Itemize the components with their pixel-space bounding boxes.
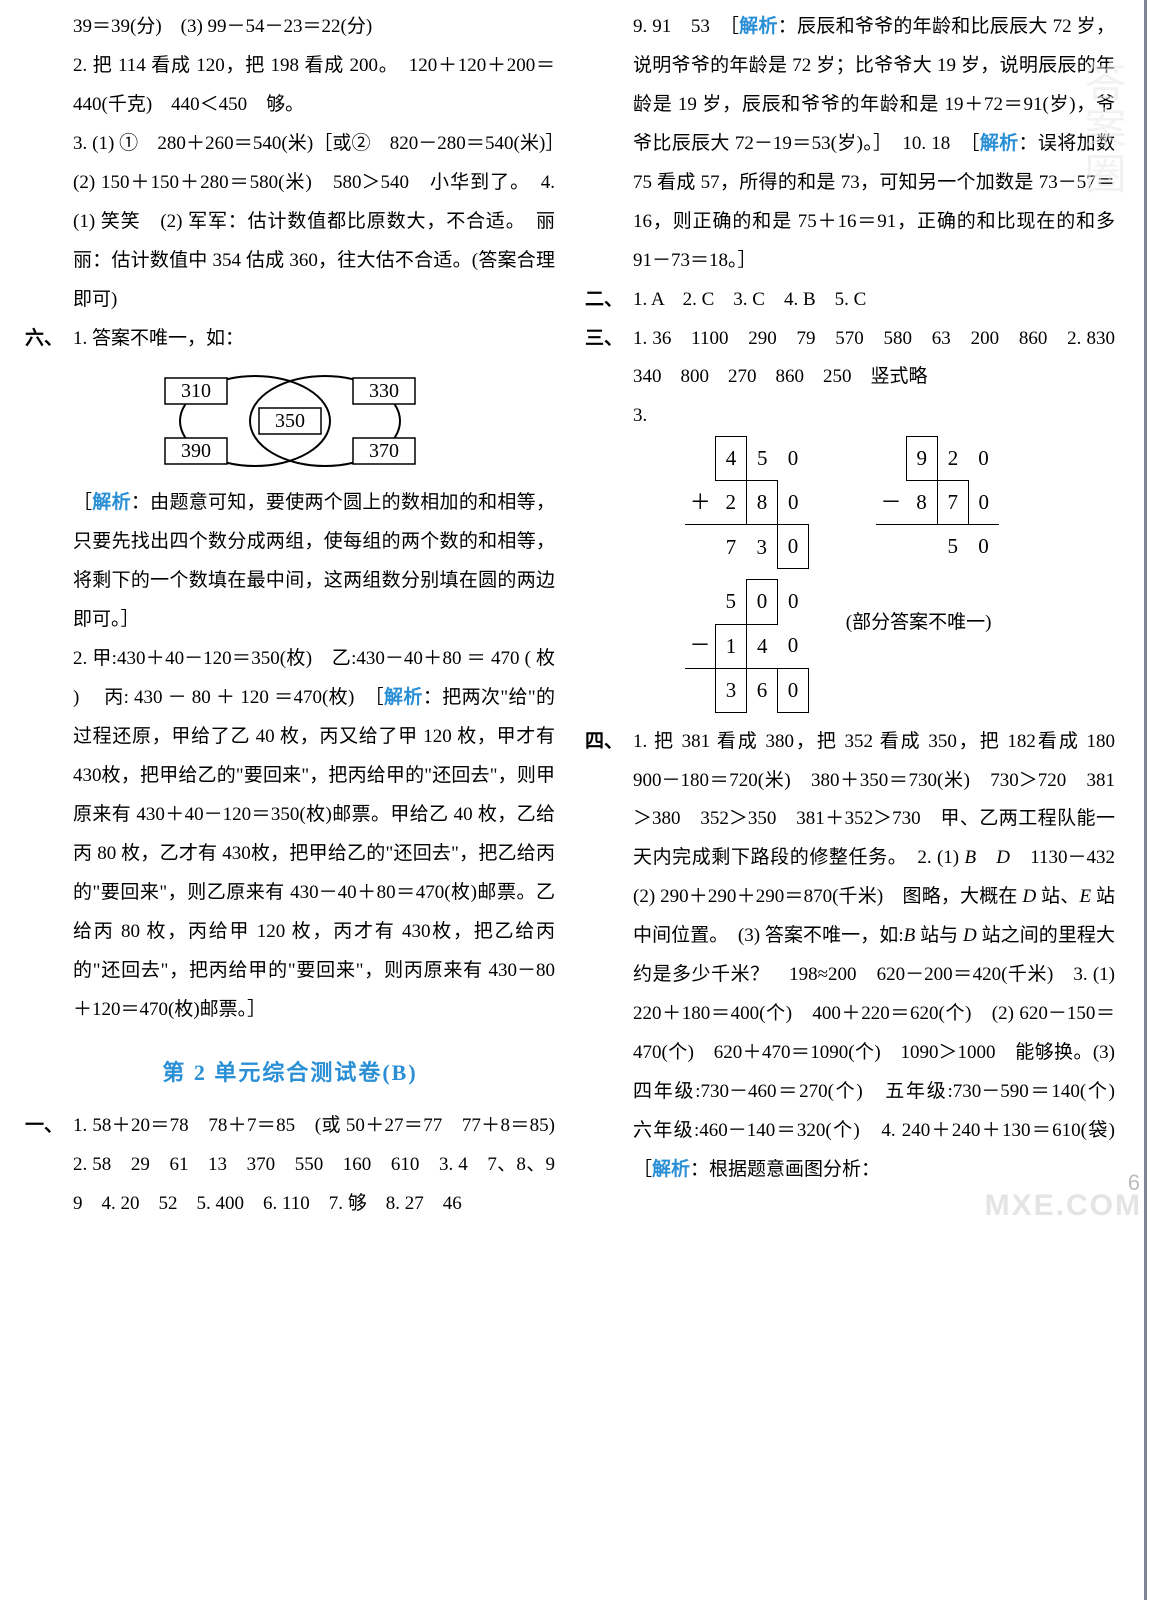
analysis-label-3: 解析 — [739, 16, 778, 37]
i-D3: D — [963, 925, 977, 946]
vmath-sub2: 500 －140 360 — [685, 579, 809, 712]
ring-box-lb: 390 — [165, 438, 227, 464]
vmath-sub1: 920 －870 50 — [876, 436, 999, 568]
sec4f: 站之间的里程大约是多少千米？ 198≈200 620－200＝420(千米) 3… — [633, 925, 1134, 1180]
sec6-label: 六、 — [25, 320, 73, 359]
ring-box-c: 350 — [259, 408, 321, 434]
svg-text:390: 390 — [181, 440, 211, 462]
analysis-label-4: 解析 — [980, 133, 1019, 154]
section-6: 六、1. 答案不唯一，如： — [25, 320, 555, 359]
analysis-label-2: 解析 — [384, 687, 423, 708]
p4b: ：把两次"给"的过程还原，甲给了乙 40 枚，丙又给了甲 120 枚，甲才有 4… — [73, 687, 555, 1020]
sec4-label: 四、 — [585, 723, 633, 762]
sec6-1: 1. 答案不唯一，如： — [73, 328, 244, 349]
sec4e: 站与 — [915, 925, 963, 946]
section-1: 一、1. 58＋20＝78 78＋7＝85 (或 50＋27＝77 77＋8＝8… — [25, 1107, 555, 1224]
sec4g: ：根据题意画图分析： — [690, 1159, 880, 1180]
i-B: B — [964, 847, 976, 868]
l-p4: 2. 甲:430＋40－120＝350(枚) 乙:430－40＋80 ＝ 470… — [25, 640, 555, 1029]
i-D: D — [996, 847, 1010, 868]
ring-box-lt: 310 — [165, 378, 227, 404]
section-2: 二、1. A 2. C 3. C 4. B 5. C — [585, 281, 1115, 320]
section-3: 三、1. 36 1100 290 79 570 580 63 200 860 2… — [585, 320, 1115, 398]
vmath-note: (部分答案不唯一) — [846, 604, 992, 643]
sec2-body: 1. A 2. C 3. C 4. B 5. C — [633, 289, 866, 310]
section-4: 四、1. 把 381 看成 380，把 352 看成 350，把 182看成 1… — [585, 723, 1115, 1190]
analysis-label: 解析 — [92, 492, 131, 513]
i-E: E — [1079, 886, 1091, 907]
i-D2: D — [1022, 886, 1036, 907]
svg-text:350: 350 — [275, 410, 305, 432]
analysis-1-body: ：由题意可知，要使两个圆上的数相加的和相等，只要先找出四个数分成两组，使每组的两… — [73, 492, 555, 630]
left-column: 39＝39(分) (3) 99－54－23＝22(分) 2. 把 114 看成 … — [25, 8, 555, 1223]
svg-text:330: 330 — [369, 380, 399, 402]
p9a: 9. 91 53 ［ — [633, 16, 739, 37]
analysis-1: ［解析：由题意可知，要使两个圆上的数相加的和相等，只要先找出四个数分成两组，使每… — [25, 484, 555, 640]
sec3-body: 1. 36 1100 290 79 570 580 63 200 860 2. … — [633, 328, 1134, 388]
sec1-label: 一、 — [25, 1107, 73, 1146]
sec3-label: 三、 — [585, 320, 633, 359]
watermark-bottom: MXE.COM — [985, 1189, 1142, 1223]
l-p2: 2. 把 114 看成 120，把 198 看成 200。 120＋120＋20… — [25, 47, 555, 125]
watermark-vertical: 答案圈 — [1071, 60, 1132, 198]
l-p3: 3. (1) ① 280＋260＝540(米)［或② 820－280＝540(米… — [25, 125, 555, 320]
unit-2b-test-title: 第 2 单元综合测试卷(B) — [25, 1050, 555, 1095]
r-p9: 9. 91 53 ［解析：辰辰和爷爷的年龄和比辰辰大 72 岁，说明爷爷的年龄是… — [585, 8, 1115, 281]
sec3-3: 3. — [585, 397, 1115, 436]
right-column: 9. 91 53 ［解析：辰辰和爷爷的年龄和比辰辰大 72 岁，说明爷爷的年龄是… — [585, 8, 1115, 1223]
ring-box-rt: 330 — [353, 378, 415, 404]
vertical-math-row2: 500 －140 360 (部分答案不唯一) — [585, 579, 1115, 722]
page-content: 39＝39(分) (3) 99－54－23＝22(分) 2. 把 114 看成 … — [0, 0, 1150, 1231]
sec4c: 站、 — [1036, 886, 1079, 907]
page-right-border — [1144, 0, 1147, 1600]
vertical-math-row1: 450 ＋280 730 920 －870 50 — [585, 436, 1115, 579]
ring-box-rb: 370 — [353, 438, 415, 464]
analysis-label-5: 解析 — [652, 1159, 690, 1180]
l-p1: 39＝39(分) (3) 99－54－23＝22(分) — [25, 8, 555, 47]
i-B2: B — [904, 925, 916, 946]
svg-text:310: 310 — [181, 380, 211, 402]
sec1-body: 1. 58＋20＝78 78＋7＝85 (或 50＋27＝77 77＋8＝85)… — [73, 1115, 574, 1214]
sec2-label: 二、 — [585, 281, 633, 320]
bracket: ［ — [73, 492, 92, 513]
vmath-add: 450 ＋280 730 — [685, 436, 809, 569]
svg-text:370: 370 — [369, 440, 399, 462]
ring-diagram: 310 390 350 330 370 — [25, 366, 555, 476]
